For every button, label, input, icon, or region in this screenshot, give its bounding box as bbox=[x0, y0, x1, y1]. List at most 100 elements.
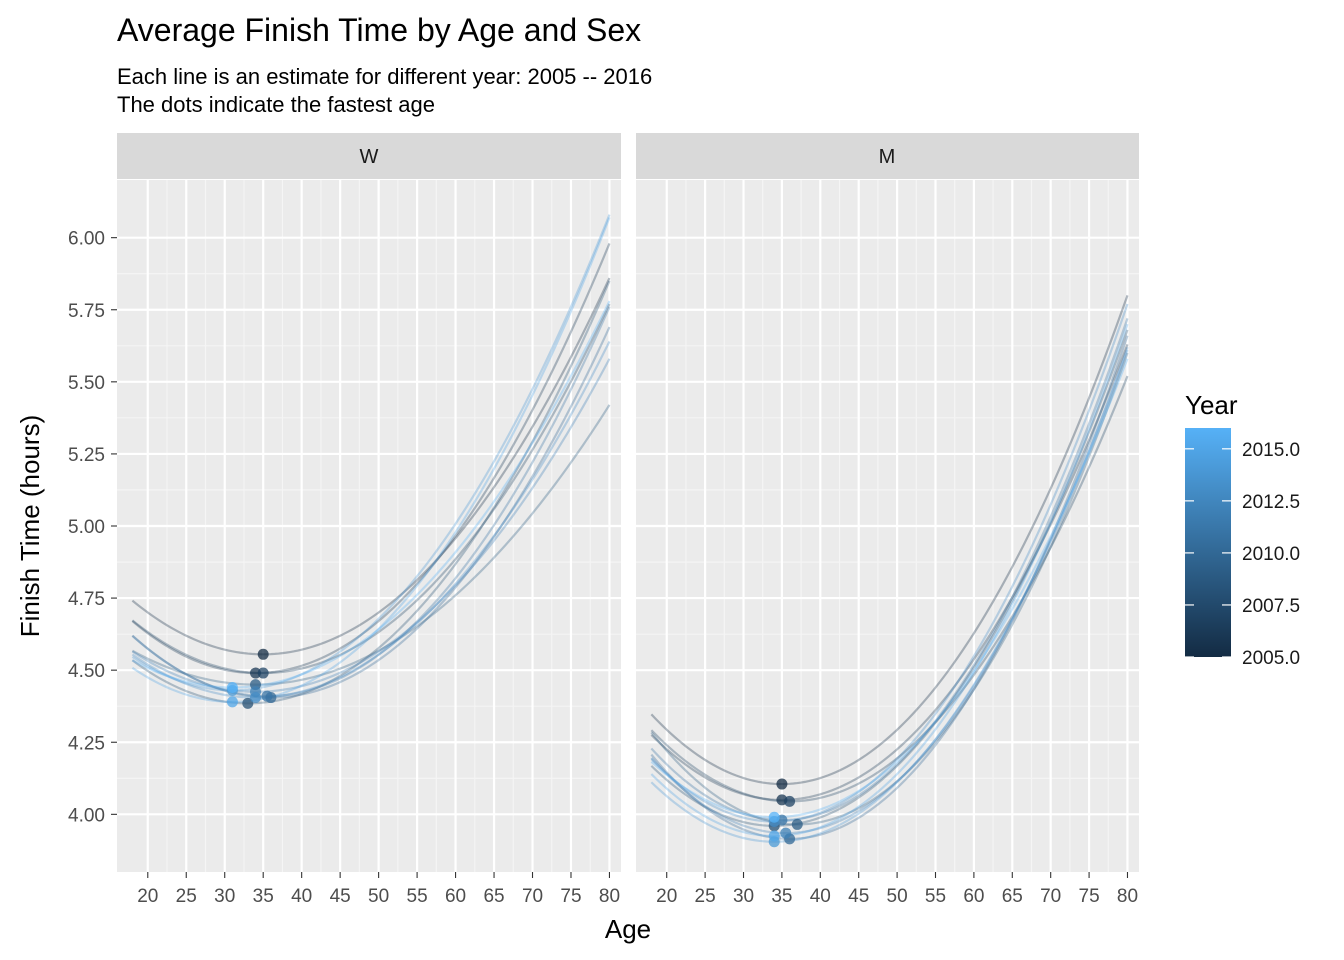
x-tick-label: 40 bbox=[810, 886, 831, 907]
y-tick-label: 5.00 bbox=[68, 517, 105, 538]
facet-strip-label-m: M bbox=[879, 146, 896, 168]
x-tick-label: 65 bbox=[483, 886, 504, 907]
series-line-2005 bbox=[650, 294, 1129, 786]
fastest-age-point-2012 bbox=[780, 827, 792, 839]
x-tick-label: 80 bbox=[599, 886, 620, 907]
series-line-2016 bbox=[650, 358, 1129, 819]
series-line-2014 bbox=[131, 214, 611, 692]
legend-ticks: 2005.0 2007.5 2010.0 2012.5 2015.0 bbox=[1185, 440, 1300, 669]
fastest-age-point-2007 bbox=[784, 795, 796, 807]
fastest-age-point-2006 bbox=[250, 667, 262, 679]
x-tick-label: 20 bbox=[137, 886, 158, 907]
series-lines-m bbox=[650, 294, 1129, 843]
series-line-2015 bbox=[650, 323, 1129, 838]
y-axis-title: Finish Time (hours) bbox=[15, 415, 45, 638]
x-tick-label: 30 bbox=[733, 886, 754, 907]
y-tick-label: 5.25 bbox=[68, 445, 105, 466]
legend-tick-label: 2010.0 bbox=[1242, 544, 1300, 565]
fastest-age-points-m bbox=[768, 778, 803, 848]
x-tick-label: 70 bbox=[1040, 886, 1061, 907]
series-line-2015 bbox=[131, 217, 611, 703]
fastest-age-point-2008 bbox=[242, 697, 254, 709]
x-tick-label: 80 bbox=[1117, 886, 1138, 907]
x-tick-label: 55 bbox=[925, 886, 946, 907]
x-tick-label: 45 bbox=[848, 886, 869, 907]
y-tick-label: 6.00 bbox=[68, 229, 105, 250]
x-tick-label: 20 bbox=[656, 886, 677, 907]
x-axis-m: 20 25 30 35 40 45 50 55 60 65 70 75 80 bbox=[656, 872, 1138, 907]
series-line-2012 bbox=[650, 346, 1129, 835]
x-tick-label: 40 bbox=[291, 886, 312, 907]
y-tick-label: 5.50 bbox=[68, 373, 105, 394]
series-line-2010 bbox=[650, 335, 1129, 840]
x-tick-label: 25 bbox=[695, 886, 716, 907]
series-line-2007 bbox=[131, 303, 611, 675]
fastest-age-points-w bbox=[226, 648, 277, 709]
x-tick-label: 75 bbox=[1079, 886, 1100, 907]
series-line-2011 bbox=[650, 318, 1129, 822]
y-tick-label: 4.00 bbox=[68, 805, 105, 826]
legend-colorbar bbox=[1185, 428, 1231, 657]
facet-panel-w: W 20 25 30 35 40 45 50 55 60 65 70 75 80 bbox=[117, 133, 621, 907]
fastest-age-point-2013 bbox=[250, 692, 262, 704]
series-line-2006 bbox=[131, 243, 611, 675]
x-tick-label: 30 bbox=[214, 886, 235, 907]
fastest-age-point-2016 bbox=[768, 811, 780, 823]
series-line-2008 bbox=[650, 329, 1129, 827]
x-tick-label: 60 bbox=[963, 886, 984, 907]
series-line-2005 bbox=[131, 277, 611, 656]
series-line-2007 bbox=[650, 375, 1129, 803]
series-line-2008 bbox=[131, 280, 611, 705]
legend-tick-label: 2005.0 bbox=[1242, 648, 1300, 669]
facet-strip-m bbox=[636, 133, 1139, 179]
y-tick-label: 4.75 bbox=[68, 589, 105, 610]
x-tick-label: 35 bbox=[771, 886, 792, 907]
x-tick-label: 70 bbox=[522, 886, 543, 907]
fastest-age-point-2011 bbox=[261, 690, 273, 702]
x-tick-label: 50 bbox=[368, 886, 389, 907]
fastest-age-point-2015 bbox=[226, 696, 238, 708]
legend-tick-label: 2012.5 bbox=[1242, 492, 1300, 513]
y-tick-label: 4.50 bbox=[68, 661, 105, 682]
x-axis-w: 20 25 30 35 40 45 50 55 60 65 70 75 80 bbox=[137, 872, 620, 907]
legend-tick-label: 2007.5 bbox=[1242, 596, 1300, 617]
x-tick-label: 45 bbox=[330, 886, 351, 907]
y-tick-label: 4.25 bbox=[68, 733, 105, 754]
series-line-2014 bbox=[650, 349, 1129, 843]
series-line-2010 bbox=[131, 326, 611, 699]
x-tick-label: 55 bbox=[407, 886, 428, 907]
x-tick-label: 65 bbox=[1002, 886, 1023, 907]
x-tick-label: 35 bbox=[253, 886, 274, 907]
fastest-age-point-2009 bbox=[791, 818, 803, 830]
series-line-2012 bbox=[131, 358, 611, 693]
x-tick-label: 75 bbox=[560, 886, 581, 907]
facet-strip-label-w: W bbox=[360, 146, 379, 168]
facet-panel-m: M 20 25 30 35 40 45 50 55 60 65 70 75 80 bbox=[636, 133, 1139, 907]
y-tick-label: 5.75 bbox=[68, 301, 105, 322]
series-line-2011 bbox=[131, 306, 611, 698]
x-axis-title: Age bbox=[605, 914, 651, 944]
series-line-2009 bbox=[650, 352, 1129, 826]
series-lines-w bbox=[131, 214, 611, 705]
legend-tick-label: 2015.0 bbox=[1242, 440, 1300, 461]
series-line-2016 bbox=[131, 300, 611, 689]
series-line-2013 bbox=[650, 303, 1129, 823]
series-line-2013 bbox=[131, 340, 611, 699]
x-tick-label: 25 bbox=[176, 886, 197, 907]
y-axis: 4.00 4.25 4.50 4.75 5.00 5.25 5.50 5.75 6.00 bbox=[68, 229, 117, 826]
fastest-age-point-2007 bbox=[257, 667, 269, 679]
fastest-age-point-2005 bbox=[257, 648, 269, 660]
fastest-age-point-2015 bbox=[768, 830, 780, 842]
x-tick-label: 50 bbox=[887, 886, 908, 907]
series-line-2006 bbox=[650, 343, 1129, 802]
legend: Year 2005.0 2007.5 2010.0 2012.5 2015.0 bbox=[1185, 390, 1300, 669]
legend-title: Year bbox=[1185, 390, 1238, 420]
grid-lines-m bbox=[636, 180, 1139, 872]
fastest-age-point-2016 bbox=[226, 681, 238, 693]
grid-lines-w bbox=[117, 180, 621, 872]
facet-strip-w bbox=[117, 133, 621, 179]
series-line-2009 bbox=[131, 404, 611, 686]
chart-subtitle-line-2: The dots indicate the fastest age bbox=[117, 92, 435, 117]
chart-subtitle-line-1: Each line is an estimate for different y… bbox=[117, 64, 652, 89]
